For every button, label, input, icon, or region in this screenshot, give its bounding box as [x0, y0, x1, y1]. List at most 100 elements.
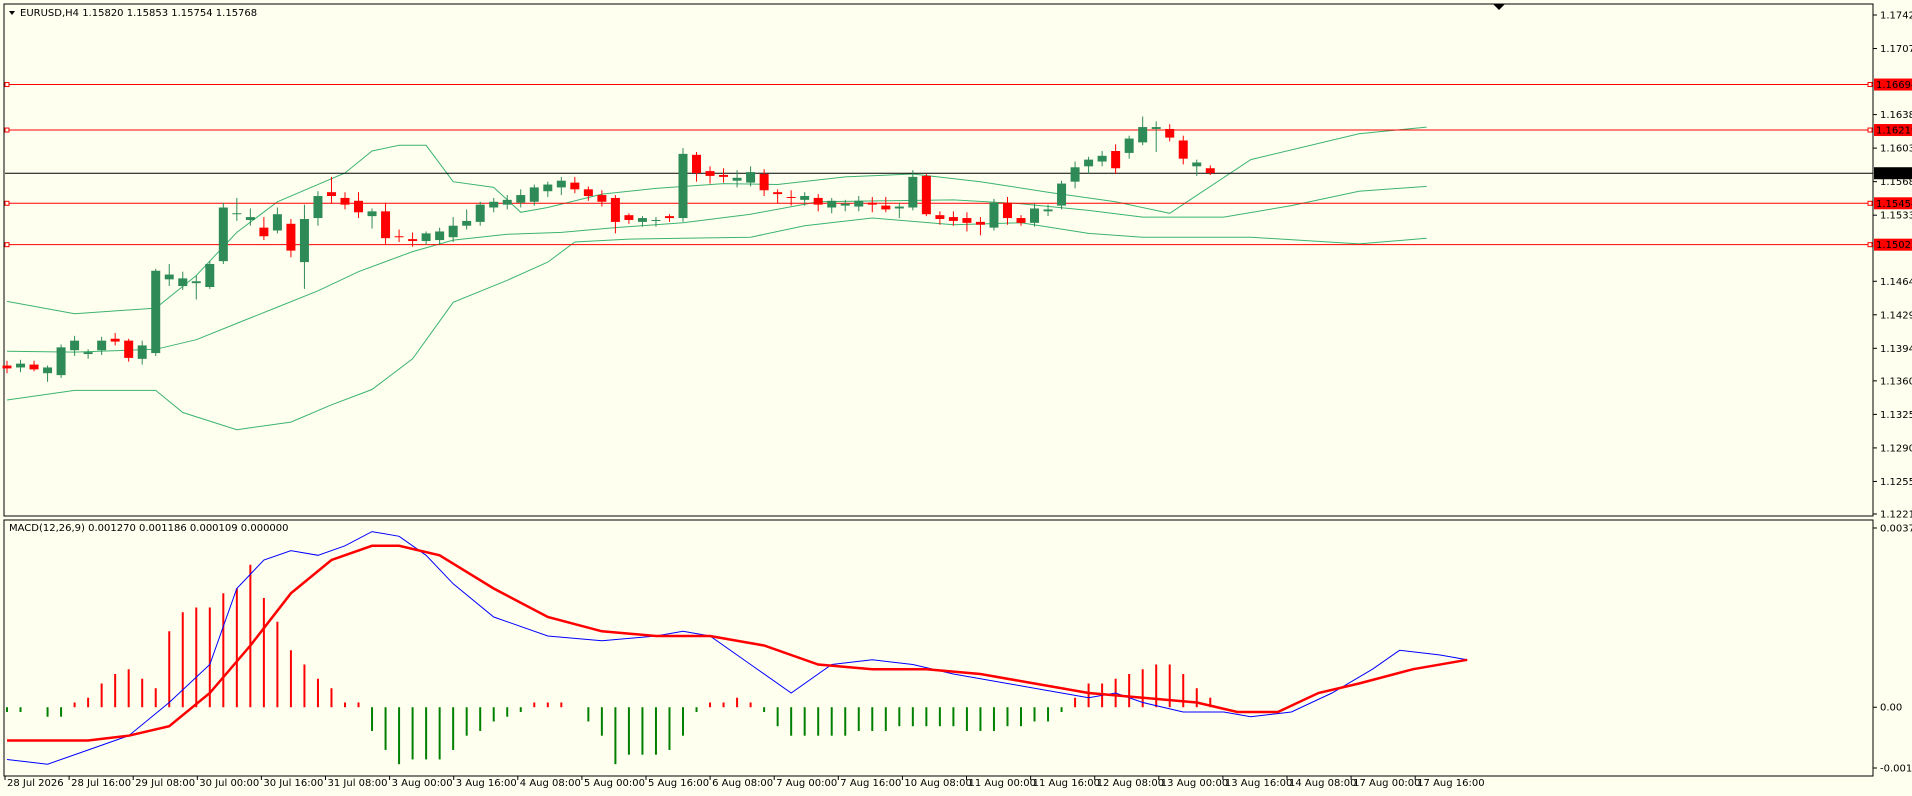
level-handle-left[interactable] [4, 242, 10, 248]
candle-body [908, 176, 918, 208]
candle-body [746, 172, 756, 183]
price-panel-frame [3, 3, 1874, 517]
time-tick-label: 4 Aug 08:00 [520, 778, 581, 789]
candle-body [813, 197, 823, 205]
candle-body [97, 340, 107, 351]
candle-body [935, 215, 945, 220]
time-tick-label: 29 Jul 08:00 [135, 778, 195, 789]
candle-body [1030, 208, 1040, 223]
candle-body [408, 239, 418, 242]
symbol-dropdown-icon[interactable] [9, 11, 15, 15]
candle-body [164, 274, 174, 280]
time-tick-label: 17 Aug 16:00 [1417, 778, 1484, 789]
candle-body [664, 216, 674, 219]
candle-body [1057, 183, 1067, 206]
shift-marker-icon[interactable] [1493, 4, 1505, 10]
level-handle-right[interactable] [1867, 127, 1873, 133]
candle-body [178, 278, 188, 287]
time-axis: 28 Jul 2026 28 Jul 16:00 29 Jul 08:00 30 Ju… [4, 776, 1485, 789]
horizontal-levels[interactable]: 1.16694 1.16219 1.15454 1.15022 1.15768 [4, 78, 1912, 252]
candle-body [326, 192, 336, 197]
candle-body [381, 211, 391, 239]
candle-body [881, 205, 891, 210]
candle-body [773, 192, 783, 195]
candle-body [678, 153, 688, 219]
time-tick-label: 13 Aug 16:00 [1225, 778, 1292, 789]
candle-body [1124, 138, 1134, 153]
candle-body [1138, 127, 1148, 143]
candle-body [43, 367, 53, 374]
macd-tick-label: 0.00 [1880, 703, 1902, 714]
candle-body [570, 182, 580, 190]
level-handle-right[interactable] [1867, 200, 1873, 206]
candle-body [367, 211, 377, 217]
candle-body [800, 196, 810, 200]
bid-price-label: 1.15768 [1876, 169, 1912, 180]
candle-body [137, 345, 147, 359]
price-tick-label: 1.16030 [1880, 144, 1912, 155]
macd-main-line [6, 531, 1468, 765]
macd-panel-frame [3, 519, 1874, 777]
candle-body [719, 174, 729, 177]
time-tick-label: 10 Aug 08:00 [904, 778, 971, 789]
level-handle-right[interactable] [1867, 242, 1873, 248]
candle-body [1192, 162, 1202, 167]
candle-body [1178, 140, 1188, 159]
candle-body [286, 223, 296, 251]
macd-signal-line [7, 544, 1468, 742]
candle-body [840, 203, 850, 206]
time-tick-label: 28 Jul 16:00 [71, 778, 131, 789]
candle-body [962, 218, 972, 223]
level-handle-right[interactable] [1867, 82, 1873, 88]
candle-body [205, 264, 215, 288]
level-handle-left[interactable] [4, 200, 10, 206]
time-tick-label: 28 Jul 2026 [7, 778, 64, 789]
level-handle-left[interactable] [4, 127, 10, 133]
candle-body [894, 206, 904, 209]
candle-body [259, 227, 269, 237]
time-tick-label: 5 Aug 00:00 [584, 778, 645, 789]
level-price-tag [1874, 124, 1912, 137]
level-handle-left[interactable] [4, 82, 10, 88]
candle-body [854, 200, 864, 207]
candle-body [827, 200, 837, 208]
time-tick-label: 12 Aug 08:00 [1097, 778, 1164, 789]
candles [2, 116, 1215, 382]
candle-body [502, 199, 512, 205]
candle-body [1205, 168, 1215, 174]
candle-body [272, 214, 282, 231]
candle-body [1165, 128, 1175, 138]
time-tick-label: 3 Aug 16:00 [456, 778, 517, 789]
time-tick-label: 31 Jul 08:00 [328, 778, 388, 789]
candle-body [786, 196, 796, 198]
candle-body [1097, 155, 1107, 162]
time-tick-label: 14 Aug 08:00 [1289, 778, 1356, 789]
level-price-label: 1.16219 [1876, 126, 1912, 137]
candle-body [245, 217, 255, 220]
candle-body [421, 233, 431, 242]
time-tick-label: 5 Aug 16:00 [648, 778, 709, 789]
candle-body [435, 231, 445, 241]
price-tick-label: 1.14290 [1880, 310, 1912, 321]
candle-body [83, 352, 93, 355]
price-tick-label: 1.17070 [1880, 44, 1912, 55]
candle-body [989, 202, 999, 228]
candle-body [637, 218, 647, 222]
candle-body [16, 363, 26, 368]
candle-body [1111, 151, 1121, 169]
candle-body [110, 338, 120, 342]
candle-body [2, 365, 12, 369]
candle-body [191, 281, 201, 284]
candle-body [448, 225, 458, 238]
price-tick-label: 1.16380 [1880, 110, 1912, 121]
candle-body [1016, 218, 1026, 223]
candle-body [624, 215, 634, 220]
time-tick-label: 30 Jul 16:00 [263, 778, 323, 789]
time-tick-label: 30 Jul 00:00 [199, 778, 259, 789]
bollinger-lower [6, 217, 1427, 431]
candle-body [29, 364, 39, 370]
candle-body [732, 177, 742, 181]
